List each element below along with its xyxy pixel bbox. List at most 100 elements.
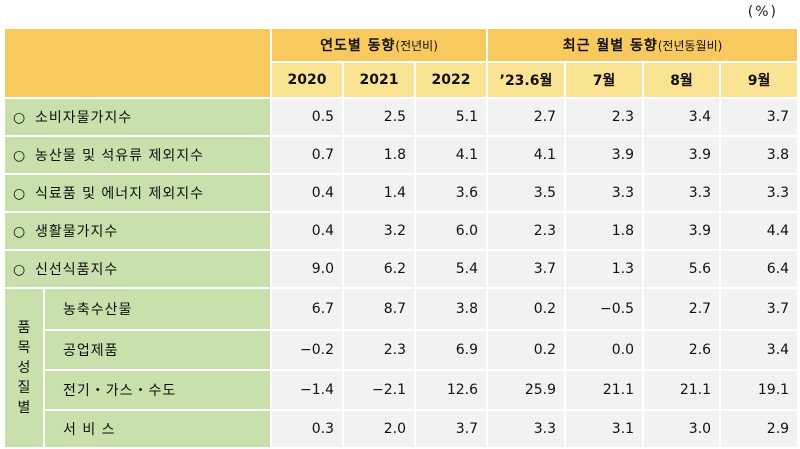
bullet-icon: ○ <box>13 148 27 164</box>
table-cell: 6.0 <box>414 211 488 251</box>
table-cell: 4.4 <box>718 211 800 251</box>
column-header: 9월 <box>718 61 800 99</box>
table-cell: 5.1 <box>414 97 488 137</box>
table-cell: 5.4 <box>414 249 488 289</box>
bullet-icon: ○ <box>13 186 27 202</box>
table-cell: 19.1 <box>718 369 800 411</box>
row-label: ○ 식료품 및 에너지 제외지수 <box>3 173 272 213</box>
header-monthly-title: 최근 월별 동향 <box>562 38 658 54</box>
column-header: 7월 <box>564 61 644 99</box>
unit-label: (%) <box>747 4 778 20</box>
table-cell: 1.8 <box>564 211 644 251</box>
table-cell: 9.0 <box>270 249 344 289</box>
table-row: 전기・가스・수도 −1.4 −2.1 12.6 25.9 21.1 21.1 1… <box>4 369 800 411</box>
table-cell: 3.7 <box>718 287 800 331</box>
table-cell: 3.9 <box>642 211 721 251</box>
table-cell: 2.7 <box>642 287 721 331</box>
table-cell: 3.7 <box>414 409 488 449</box>
table-row: ○ 신선식품지수 9.0 6.2 5.4 3.7 1.3 5.6 6.4 <box>3 249 800 289</box>
row-label: ○ 생활물가지수 <box>3 211 272 251</box>
row-label: 서 비 스 <box>43 409 272 449</box>
table-cell: 2.6 <box>642 329 721 371</box>
bullet-icon: ○ <box>13 110 27 126</box>
table-cell: 8.7 <box>342 287 416 331</box>
table-cell: 3.8 <box>718 135 800 175</box>
column-header: 2022 <box>414 61 488 99</box>
table-cell: 2.3 <box>342 329 416 371</box>
table-cell: 3.1 <box>564 409 644 449</box>
table-cell: 0.4 <box>270 173 344 213</box>
header-annual-sub: (전년비) <box>395 39 438 53</box>
table-row: ○ 식료품 및 에너지 제외지수 0.4 1.4 3.6 3.5 3.3 3.3 … <box>3 173 800 213</box>
bullet-icon: ○ <box>13 224 27 240</box>
table-cell: 25.9 <box>486 369 566 411</box>
column-header: 2020 <box>270 61 344 99</box>
header-corner <box>3 27 272 99</box>
table-cell: 12.6 <box>414 369 488 411</box>
table-row: 서 비 스 0.3 2.0 3.7 3.3 3.1 3.0 2.9 <box>4 409 800 449</box>
table-cell: −1.4 <box>270 369 344 411</box>
table-cell: 0.7 <box>270 135 344 175</box>
table-cell: 0.3 <box>270 409 344 449</box>
table-cell: 0.2 <box>486 287 566 331</box>
table-row: ○ 농산물 및 석유류 제외지수 0.7 1.8 4.1 4.1 3.9 3.9 … <box>3 135 800 175</box>
column-header: ’23.6월 <box>486 61 566 99</box>
table-row: ○ 소비자물가지수 0.5 2.5 5.1 2.7 2.3 3.4 3.7 <box>3 97 800 137</box>
header-annual-title: 연도별 동향 <box>320 38 396 54</box>
header-monthly-group: 최근 월별 동향(전년동월비) <box>485 27 800 63</box>
table-cell: 3.4 <box>718 329 800 371</box>
table-cell: 2.3 <box>564 97 644 137</box>
row-label: 전기・가스・수도 <box>43 369 272 411</box>
table-cell: 3.9 <box>564 135 644 175</box>
table-cell: −0.5 <box>564 287 644 331</box>
row-label: ○ 신선식품지수 <box>3 249 272 289</box>
table-cell: 3.9 <box>642 135 721 175</box>
column-header: 2021 <box>342 61 416 99</box>
header-monthly-sub: (전년동월비) <box>657 39 723 53</box>
table-cell: 3.0 <box>642 409 721 449</box>
bullet-icon: ○ <box>13 262 27 278</box>
table-cell: 2.9 <box>718 409 800 449</box>
table-cell: 0.4 <box>270 211 344 251</box>
table-row: 공업제품 −0.2 2.3 6.9 0.2 0.0 2.6 3.4 <box>4 329 800 371</box>
table-cell: 6.4 <box>718 249 800 289</box>
table-cell: 6.9 <box>414 329 488 371</box>
table-cell: 3.4 <box>642 97 721 137</box>
table-cell: 2.5 <box>342 97 416 137</box>
table-cell: 3.3 <box>486 409 566 449</box>
table-cell: 3.5 <box>486 173 566 213</box>
table-cell: 2.7 <box>486 97 566 137</box>
table-cell: 3.3 <box>564 173 644 213</box>
table-cell: 3.2 <box>342 211 416 251</box>
table-cell: 6.2 <box>342 249 416 289</box>
table-cell: 1.8 <box>342 135 416 175</box>
table-cell: 1.4 <box>342 173 416 213</box>
table-cell: 3.3 <box>642 173 721 213</box>
header-annual-group: 연도별 동향(전년비) <box>270 27 488 63</box>
table-cell: 21.1 <box>564 369 644 411</box>
price-index-table: 연도별 동향(전년비) 최근 월별 동향(전년동월비) 2020 2021 20… <box>3 27 800 449</box>
table-cell: −2.1 <box>342 369 416 411</box>
row-label: 농축수산물 <box>43 287 272 331</box>
column-header: 8월 <box>642 61 721 99</box>
table-cell: 2.3 <box>486 211 566 251</box>
table-cell: −0.2 <box>270 329 344 371</box>
group-label: 품 목 성 질 별 <box>3 287 45 449</box>
table-cell: 6.7 <box>270 287 344 331</box>
row-label: ○ 농산물 및 석유류 제외지수 <box>3 135 272 175</box>
table-row: 품 목 성 질 별 농축수산물 6.7 8.7 3.8 0.2 −0.5 2.7… <box>3 287 800 449</box>
table-cell: 2.0 <box>342 409 416 449</box>
table-cell: 0.5 <box>270 97 344 137</box>
table-cell: 4.1 <box>414 135 488 175</box>
table-cell: 21.1 <box>642 369 721 411</box>
table-cell: 3.8 <box>414 287 488 331</box>
row-label: 공업제품 <box>43 329 272 371</box>
table-cell: 0.0 <box>564 329 644 371</box>
table-cell: 3.7 <box>486 249 566 289</box>
table-cell: 0.2 <box>486 329 566 371</box>
table-cell: 5.6 <box>642 249 721 289</box>
table-cell: 3.6 <box>414 173 488 213</box>
row-label: ○ 소비자물가지수 <box>3 97 272 137</box>
table-cell: 4.1 <box>486 135 566 175</box>
table-row: ○ 생활물가지수 0.4 3.2 6.0 2.3 1.8 3.9 4.4 <box>3 211 800 251</box>
